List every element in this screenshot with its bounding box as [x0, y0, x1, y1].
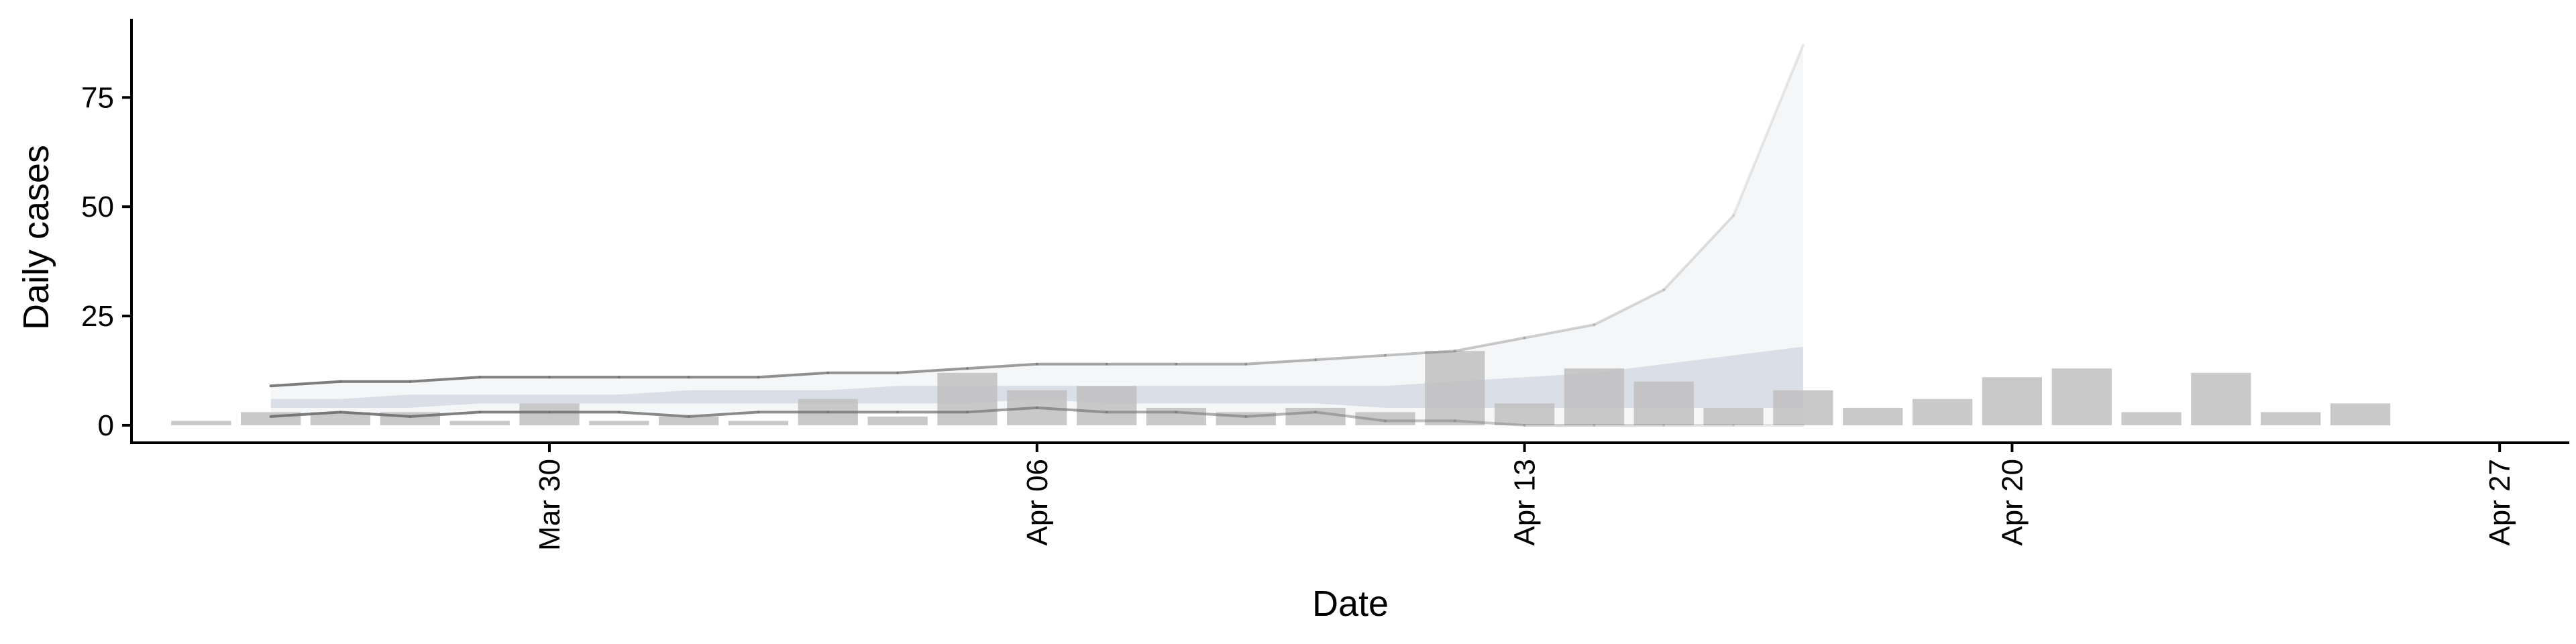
- bar-2020-04-23: [2191, 372, 2251, 425]
- bar-2020-04-01: [659, 416, 719, 425]
- y-tick-label: 50: [81, 191, 114, 223]
- estimate-upper-segment: [1383, 350, 1456, 357]
- estimate-upper-segment: [1453, 336, 1526, 353]
- estimate-lower-segment: [409, 411, 482, 418]
- estimate-band-layer: [270, 45, 1803, 425]
- y-tick-label: 0: [98, 409, 114, 442]
- bar-2020-04-07: [1077, 386, 1137, 425]
- x-tick-label: Apr 13: [1509, 459, 1542, 546]
- estimate-upper-segment: [757, 371, 830, 379]
- bar-2020-04-08: [1146, 407, 1207, 425]
- estimate-upper-segment: [1732, 44, 1805, 217]
- x-tick-label: Apr 06: [1021, 459, 1054, 546]
- y-tick-label: 75: [81, 81, 114, 114]
- bar-2020-04-16: [1703, 407, 1764, 425]
- bar-2020-04-13: [1494, 403, 1555, 425]
- estimate-upper-segment: [269, 380, 342, 388]
- estimate-lower-segment: [269, 411, 342, 418]
- estimate-upper-segment: [1244, 358, 1318, 366]
- estimate-lower-segment: [1453, 419, 1526, 427]
- estimate-lower-segment: [687, 411, 760, 418]
- bar-2020-03-31: [589, 421, 649, 425]
- estimate-lower-segment: [965, 406, 1038, 414]
- estimate-lower-segment: [1244, 411, 1318, 418]
- estimate-line-layer: [269, 44, 1805, 427]
- estimate-upper-segment: [1523, 323, 1596, 339]
- estimate-lower-segment: [1314, 411, 1387, 423]
- estimate-lower-segment: [1035, 406, 1108, 414]
- bar-2020-03-25: [171, 421, 231, 425]
- bar-2020-04-12: [1425, 351, 1485, 425]
- estimate-lower-segment: [1175, 411, 1248, 418]
- x-ticks: Mar 30 Apr 06 Apr 13 Apr 20 Apr 27: [533, 443, 2516, 551]
- bar-2020-03-27: [310, 412, 371, 425]
- y-tick-label: 25: [81, 300, 114, 333]
- estimate-upper-segment: [965, 362, 1038, 370]
- bar-2020-04-24: [2261, 412, 2321, 425]
- bar-2020-04-22: [2121, 412, 2182, 425]
- x-tick-label: Apr 20: [1996, 459, 2029, 546]
- estimate-upper-segment: [1662, 214, 1735, 291]
- y-axis-title: Daily cases: [16, 145, 56, 330]
- y-ticks: 0 25 50 75: [81, 81, 131, 442]
- estimate-band-outer: [270, 45, 1803, 425]
- estimate-lower-segment: [617, 411, 690, 418]
- estimate-lower-segment: [339, 411, 412, 418]
- bar-2020-04-15: [1633, 381, 1694, 425]
- axis-layer: [130, 19, 2569, 444]
- estimate-upper-segment: [1593, 288, 1666, 327]
- x-tick-label: Apr 27: [2483, 459, 2516, 546]
- bar-2020-04-10: [1285, 407, 1346, 425]
- bar-2020-03-30: [519, 403, 580, 425]
- bar-2020-04-14: [1564, 368, 1625, 425]
- bar-2020-04-19: [1912, 398, 1973, 425]
- bar-2020-04-04: [867, 416, 928, 425]
- bar-2020-03-29: [449, 421, 510, 425]
- estimate-upper-segment: [896, 367, 969, 374]
- estimate-upper-segment: [409, 376, 482, 383]
- bar-2020-04-11: [1355, 412, 1415, 425]
- estimate-band-inner: [270, 346, 1803, 408]
- bar-2020-04-25: [2330, 403, 2391, 425]
- bar-2020-04-02: [728, 421, 789, 425]
- x-tick-label: Mar 30: [533, 459, 566, 551]
- bar-2020-04-05: [937, 372, 998, 425]
- bar-2020-04-20: [1982, 377, 2042, 425]
- bar-2020-04-21: [2051, 368, 2112, 425]
- bar-2020-04-18: [1843, 407, 1903, 425]
- x-axis-title: Date: [1312, 584, 1389, 624]
- estimate-upper-segment: [1314, 354, 1387, 362]
- bar-2020-04-17: [1773, 390, 1833, 425]
